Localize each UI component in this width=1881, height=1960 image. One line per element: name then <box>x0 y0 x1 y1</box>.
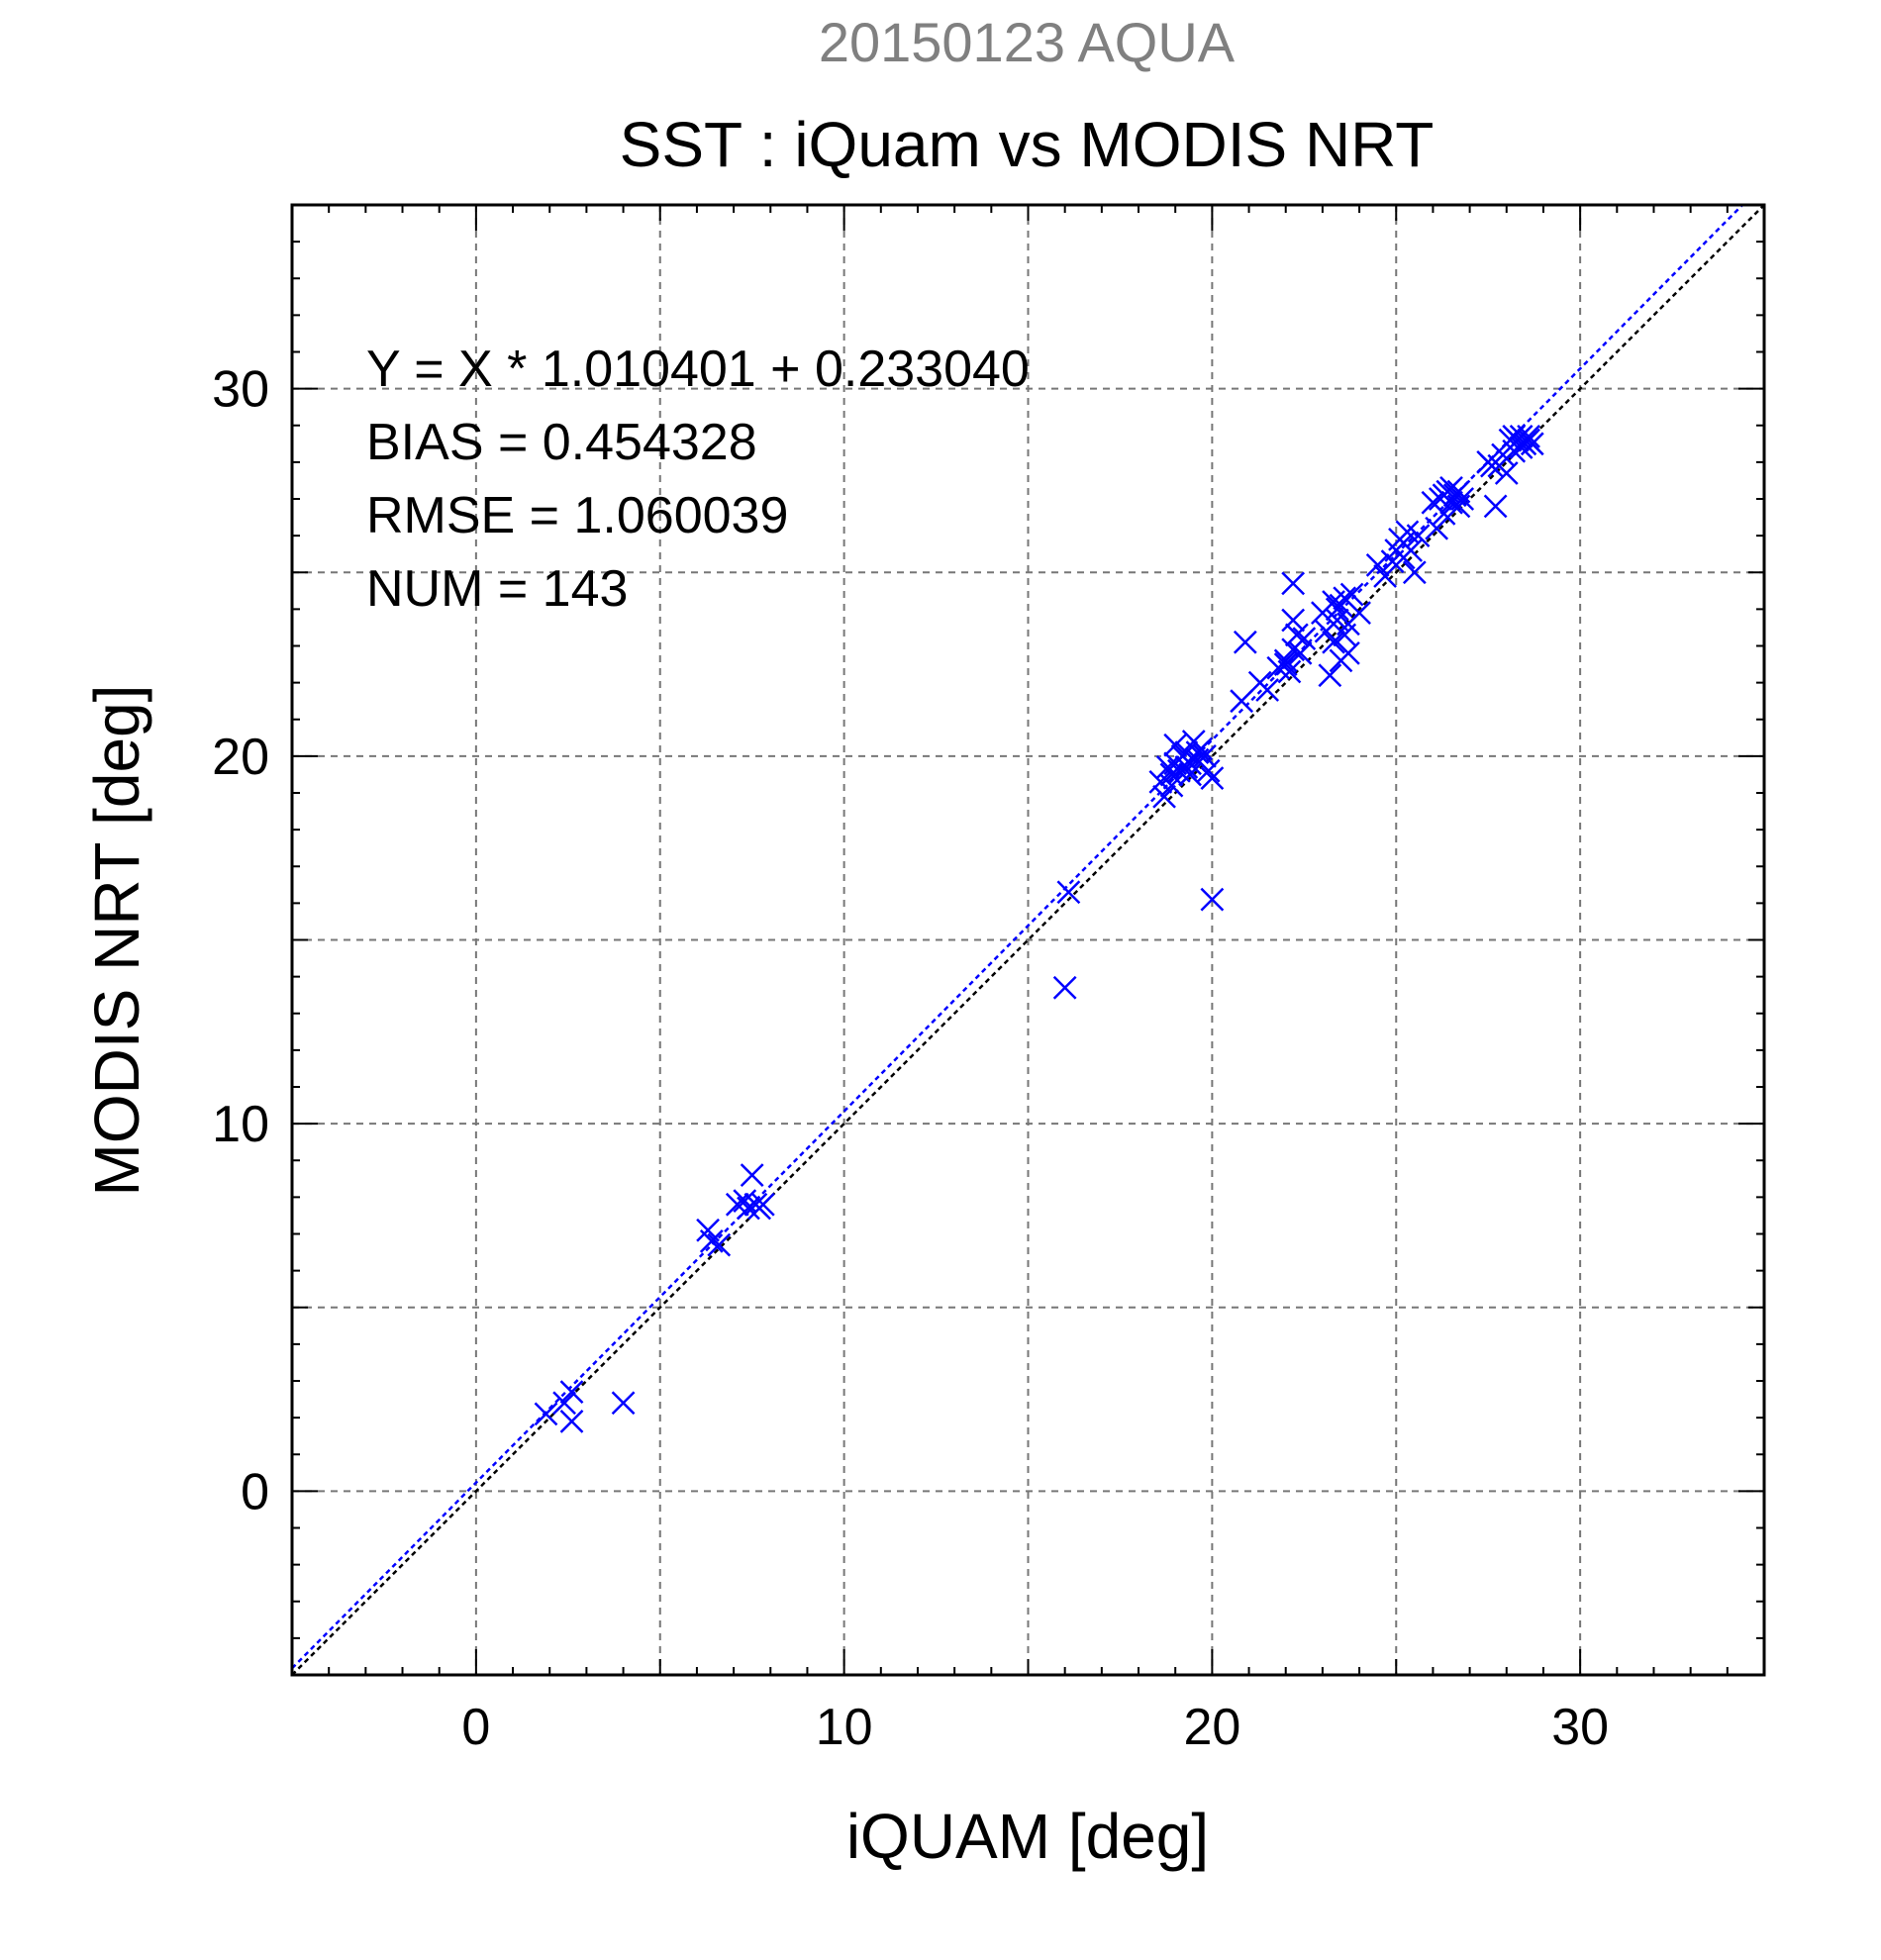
y-tick-label: 0 <box>241 1463 269 1520</box>
chart-title: 20150123 AQUA <box>819 11 1236 73</box>
data-point <box>1178 762 1202 787</box>
data-point <box>747 1196 772 1221</box>
data-point <box>699 1229 724 1253</box>
y-axis-label: MODIS NRT [deg] <box>81 685 152 1197</box>
y-tick-label: 30 <box>212 361 269 419</box>
data-point <box>1446 494 1471 519</box>
data-point <box>1491 442 1515 467</box>
data-point <box>740 1163 764 1187</box>
data-point <box>1159 773 1184 798</box>
data-point <box>1178 751 1202 776</box>
data-points <box>534 425 1544 1433</box>
data-point <box>1200 766 1225 791</box>
data-point <box>1056 880 1081 905</box>
data-point <box>1230 689 1253 714</box>
data-point <box>707 1232 732 1257</box>
data-point <box>1281 571 1306 596</box>
data-point <box>1196 758 1221 783</box>
data-point <box>1322 630 1345 654</box>
data-point <box>1185 740 1210 765</box>
data-point <box>1284 623 1309 647</box>
bias-label: BIAS = 0.454328 <box>366 414 757 471</box>
reference-lines <box>292 205 1764 1675</box>
data-point <box>1329 648 1353 673</box>
data-point <box>1333 586 1357 611</box>
x-tick-label: 30 <box>1551 1699 1609 1756</box>
regression-equation: Y = X * 1.010401 + 0.233040 <box>366 341 1030 398</box>
x-tick-label: 20 <box>1183 1699 1240 1756</box>
data-point <box>1255 678 1280 702</box>
x-axis-label: iQUAM [deg] <box>846 1801 1209 1872</box>
data-point <box>1483 494 1508 519</box>
data-point <box>1509 436 1534 459</box>
data-point <box>1365 552 1390 577</box>
data-point <box>1432 501 1456 526</box>
rmse-label: RMSE = 1.060039 <box>366 487 788 544</box>
data-point <box>1336 612 1360 637</box>
data-point <box>534 1402 558 1426</box>
data-point <box>1233 630 1257 654</box>
data-point <box>1281 608 1306 633</box>
data-point <box>1391 531 1416 555</box>
data-point <box>1052 975 1077 1000</box>
data-point <box>1406 524 1431 548</box>
data-point <box>1373 564 1397 588</box>
data-point <box>1517 425 1540 448</box>
x-tick-label: 0 <box>461 1699 490 1756</box>
data-point <box>611 1391 636 1416</box>
stats-annotations: Y = X * 1.010401 + 0.233040 BIAS = 0.454… <box>366 341 1030 618</box>
data-point <box>1380 549 1405 573</box>
num-label: NUM = 143 <box>366 560 628 618</box>
plot-frame <box>290 203 1766 1677</box>
data-point <box>1439 475 1463 500</box>
data-point <box>1494 461 1519 485</box>
data-point <box>1277 659 1302 684</box>
data-point <box>1425 516 1449 540</box>
data-point <box>1163 733 1188 757</box>
y-tick-label: 20 <box>212 729 269 786</box>
data-point <box>552 1391 576 1416</box>
data-point <box>1318 663 1342 688</box>
data-point <box>1273 652 1298 676</box>
tick-labels: 0 10 20 30 0 10 20 30 <box>212 361 1609 1756</box>
data-point <box>1281 637 1306 662</box>
data-point <box>1152 784 1176 809</box>
data-point <box>1193 743 1217 768</box>
data-point <box>1509 425 1534 448</box>
data-point <box>1159 762 1184 787</box>
data-point <box>1288 641 1313 665</box>
regression-line <box>292 205 1744 1670</box>
data-point <box>737 1196 760 1221</box>
data-point <box>559 1380 584 1405</box>
chart-subtitle: SST : iQuam vs MODIS NRT <box>620 109 1435 180</box>
data-point <box>559 1409 584 1433</box>
data-point <box>1200 887 1225 912</box>
x-tick-label: 10 <box>816 1699 873 1756</box>
grid-lines <box>292 205 1764 1675</box>
data-point <box>1325 597 1349 622</box>
y-tick-label: 10 <box>212 1096 269 1153</box>
data-point <box>733 1189 757 1213</box>
data-point <box>1402 560 1427 585</box>
